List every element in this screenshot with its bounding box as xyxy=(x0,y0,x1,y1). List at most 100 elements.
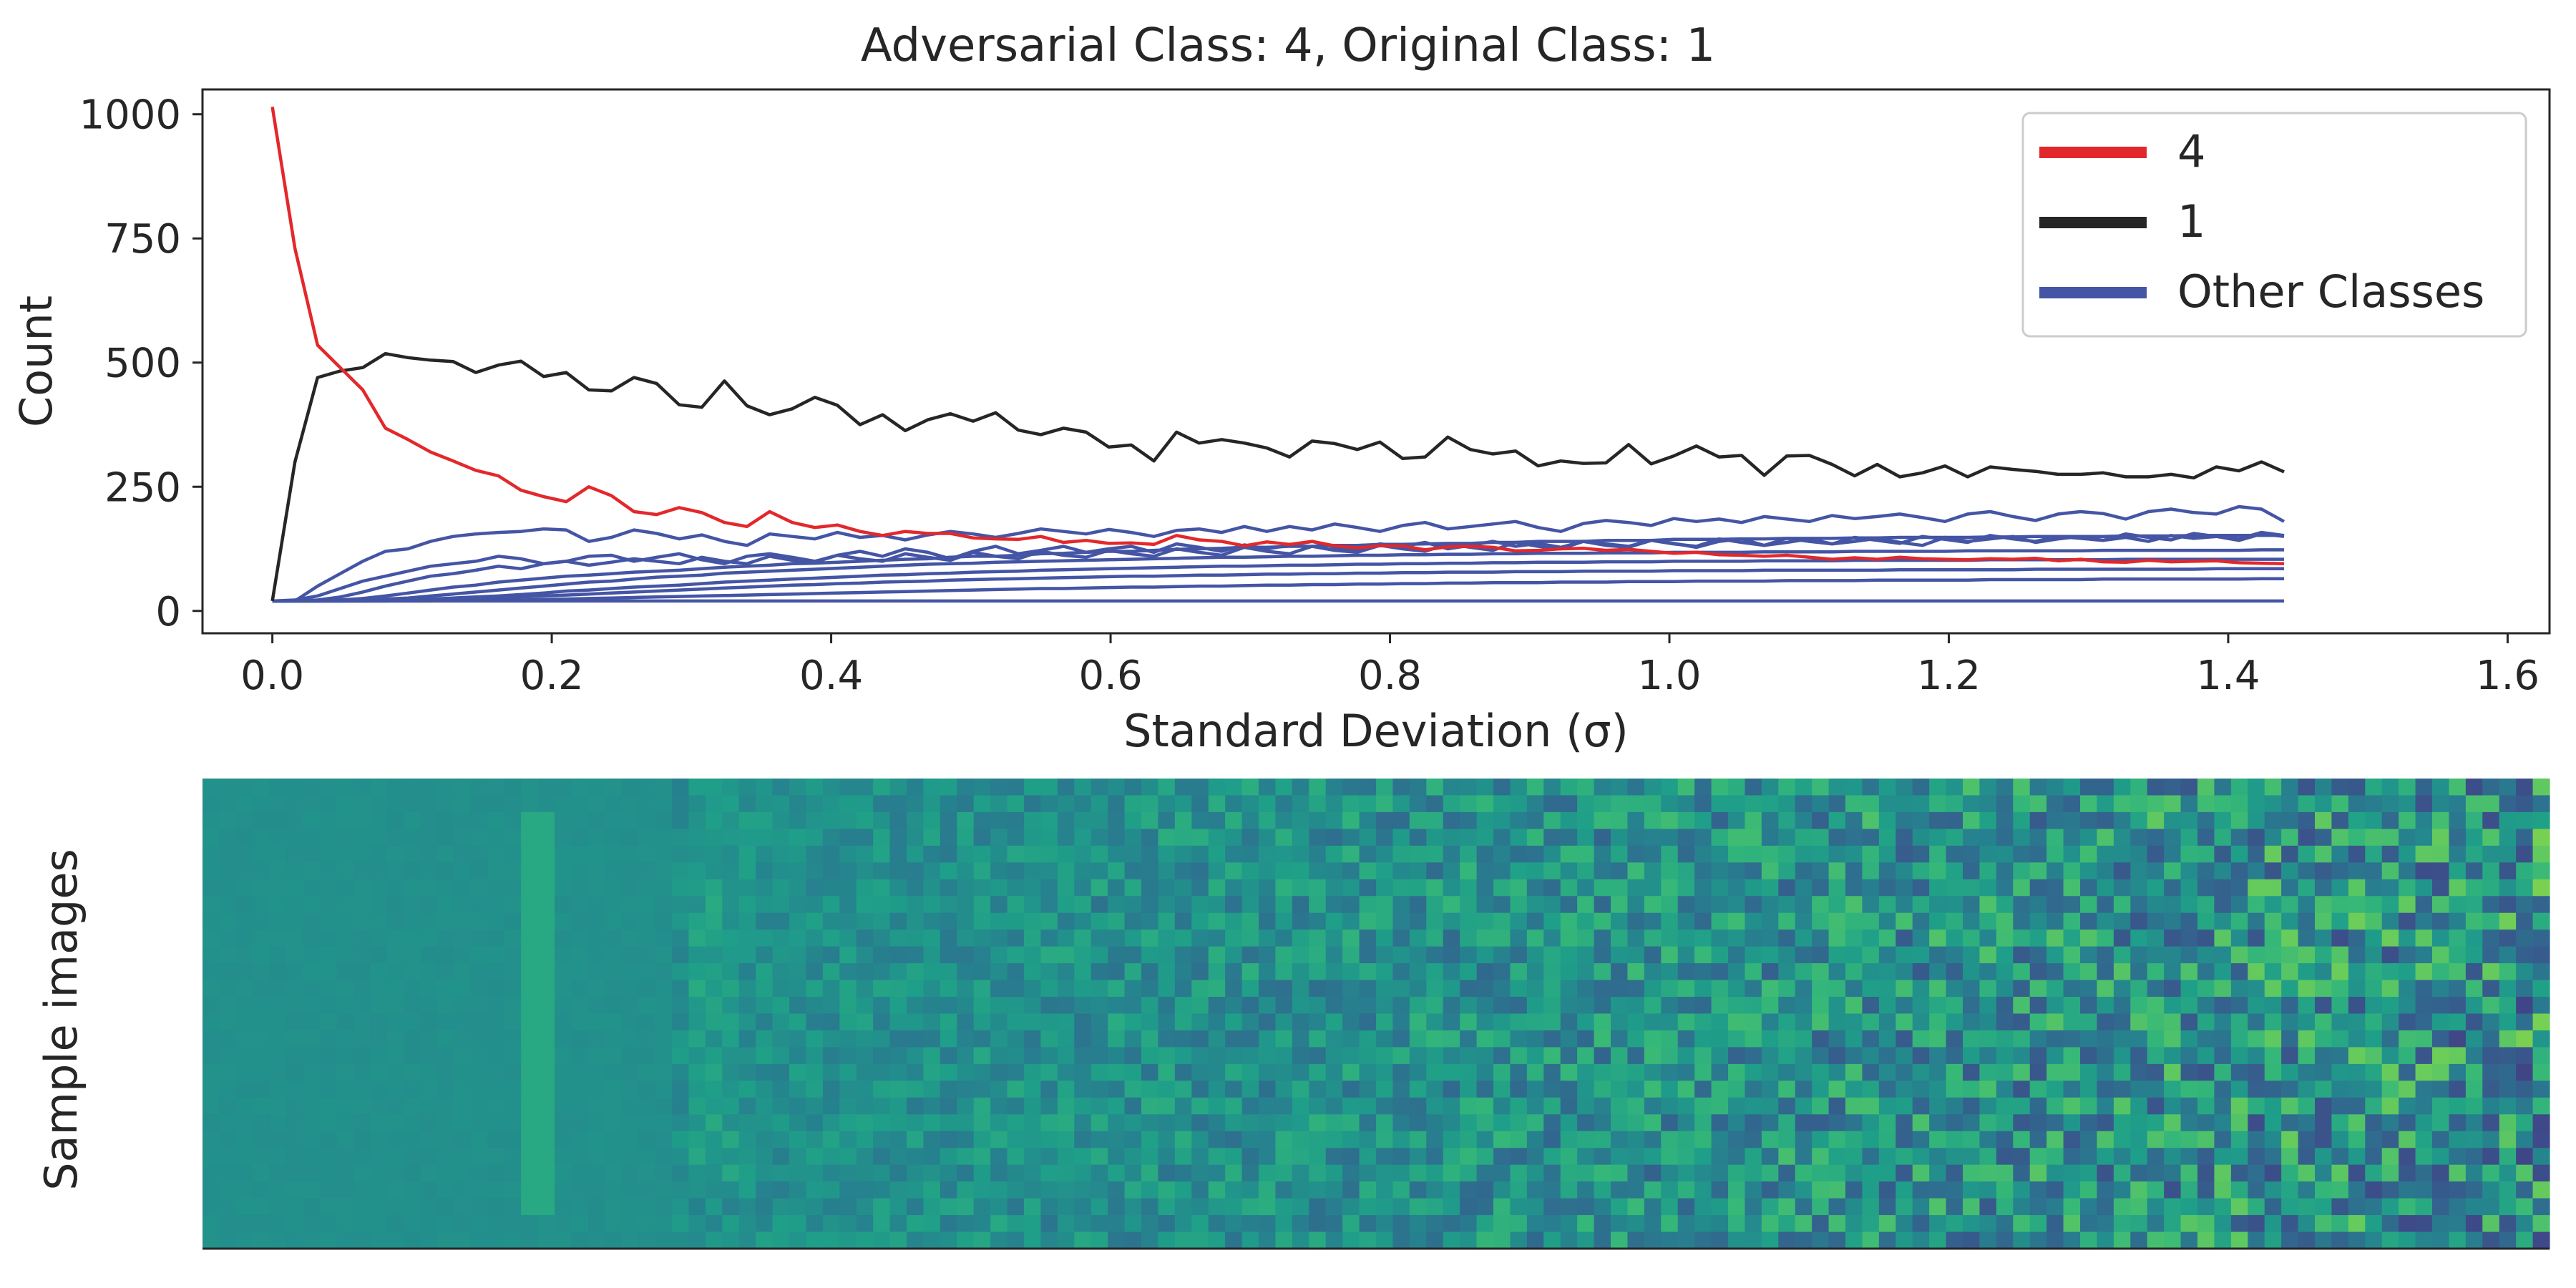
heatmap-cell xyxy=(1543,963,1561,981)
heatmap-cell xyxy=(2482,1215,2500,1233)
heatmap-cell xyxy=(1711,1030,1729,1048)
heatmap-cell xyxy=(1661,779,1679,796)
heatmap-cell xyxy=(2298,1030,2316,1048)
heatmap-cell xyxy=(2449,862,2467,880)
heatmap-cell xyxy=(1259,1181,1277,1199)
heatmap-cell xyxy=(1896,1080,1913,1098)
heatmap-cell xyxy=(571,1080,589,1098)
heatmap-cell xyxy=(1208,1114,1226,1132)
heatmap-cell xyxy=(2264,1181,2282,1199)
heatmap-cell xyxy=(1745,1063,1762,1081)
heatmap-cell xyxy=(2399,1013,2416,1031)
heatmap-cell xyxy=(1694,896,1712,914)
heatmap-cell xyxy=(672,946,690,964)
heatmap-cell xyxy=(2180,1080,2198,1098)
heatmap-cell xyxy=(907,1215,924,1233)
heatmap-cell xyxy=(1694,795,1712,813)
heatmap-cell xyxy=(1091,1181,1108,1199)
heatmap-cell xyxy=(2381,845,2399,863)
heatmap-cell xyxy=(1325,1181,1343,1199)
heatmap-cell xyxy=(1896,1063,1913,1081)
heatmap-cell xyxy=(2298,1215,2316,1233)
heatmap-cell xyxy=(1711,795,1729,813)
heatmap-cell xyxy=(1325,795,1343,813)
heatmap-cell xyxy=(1259,862,1277,880)
heatmap-cell xyxy=(2399,1047,2416,1065)
heatmap-cell xyxy=(1929,963,1947,981)
heatmap-cell xyxy=(756,963,774,981)
heatmap-cell xyxy=(1979,879,1997,897)
heatmap-cell xyxy=(705,896,723,914)
heatmap-cell xyxy=(420,795,438,813)
heatmap-cell xyxy=(2465,896,2483,914)
heatmap-cell xyxy=(1174,1080,1192,1098)
heatmap-cell xyxy=(2013,1047,2031,1065)
heatmap-cell xyxy=(2046,795,2064,813)
heatmap-cell xyxy=(2432,845,2450,863)
heatmap-cell xyxy=(1460,795,1478,813)
heatmap-cell xyxy=(2281,1030,2299,1048)
heatmap-cell xyxy=(2080,1231,2098,1249)
heatmap-cell xyxy=(1325,997,1343,1015)
heatmap-cell xyxy=(1745,1198,1762,1216)
heatmap-cell xyxy=(1577,1148,1595,1166)
heatmap-cell xyxy=(1828,1164,1846,1182)
heatmap-cell xyxy=(1611,912,1629,930)
heatmap-cell xyxy=(1241,997,1259,1015)
heatmap-cell xyxy=(303,912,321,930)
heatmap-cell xyxy=(555,879,572,897)
heatmap-cell xyxy=(2264,1231,2282,1249)
heatmap-cell xyxy=(521,811,539,829)
heatmap-cell xyxy=(2197,896,2215,914)
heatmap-cell xyxy=(1946,1231,1963,1249)
heatmap-cell xyxy=(1208,896,1226,914)
heatmap-cell xyxy=(1108,829,1126,847)
heatmap-cell xyxy=(555,1063,572,1081)
heatmap-cell xyxy=(973,1231,991,1249)
heatmap-cell xyxy=(605,862,623,880)
heatmap-cell xyxy=(537,1030,555,1048)
heatmap-cell xyxy=(2449,896,2467,914)
heatmap-cell xyxy=(537,1080,555,1098)
heatmap-cell xyxy=(705,980,723,997)
heatmap-cell xyxy=(1359,912,1377,930)
heatmap-cell xyxy=(404,1164,421,1182)
heatmap-cell xyxy=(856,896,874,914)
heatmap-cell xyxy=(1577,779,1595,796)
heatmap-cell xyxy=(2097,1181,2114,1199)
heatmap-cell xyxy=(2046,879,2064,897)
heatmap-cell xyxy=(1225,1063,1243,1081)
heatmap-cell xyxy=(1946,946,1963,964)
heatmap-cell xyxy=(1845,1063,1863,1081)
heatmap-cell xyxy=(1728,1181,1746,1199)
heatmap-cell xyxy=(571,1215,589,1233)
heatmap-cell xyxy=(1443,997,1460,1015)
heatmap-cell xyxy=(655,930,673,947)
heatmap-cell xyxy=(537,1063,555,1081)
heatmap-cell xyxy=(2080,795,2098,813)
heatmap-cell xyxy=(1241,779,1259,796)
heatmap-cell xyxy=(1225,1215,1243,1233)
heatmap-cell xyxy=(1862,1114,1880,1132)
heatmap-cell xyxy=(286,1097,304,1115)
heatmap-cell xyxy=(889,845,907,863)
heatmap-cell xyxy=(1896,1215,1913,1233)
heatmap-cell xyxy=(1476,1181,1494,1199)
heatmap-cell xyxy=(1392,930,1410,947)
heatmap-cell xyxy=(1443,1080,1460,1098)
heatmap-cell xyxy=(2298,1148,2316,1166)
heatmap-cell xyxy=(1896,1231,1913,1249)
heatmap-cell xyxy=(1108,1030,1126,1048)
heatmap-cell xyxy=(655,1181,673,1199)
heatmap-cell xyxy=(1979,1181,1997,1199)
heatmap-cell xyxy=(2180,862,2198,880)
heatmap-cell xyxy=(2063,1030,2081,1048)
heatmap-cell xyxy=(1342,879,1360,897)
heatmap-cell xyxy=(1493,1013,1511,1031)
heatmap-cell xyxy=(1862,829,1880,847)
heatmap-cell xyxy=(2432,862,2450,880)
heatmap-cell xyxy=(1728,1080,1746,1098)
heatmap-cell xyxy=(555,896,572,914)
heatmap-cell xyxy=(1728,795,1746,813)
heatmap-cell xyxy=(2230,980,2248,997)
